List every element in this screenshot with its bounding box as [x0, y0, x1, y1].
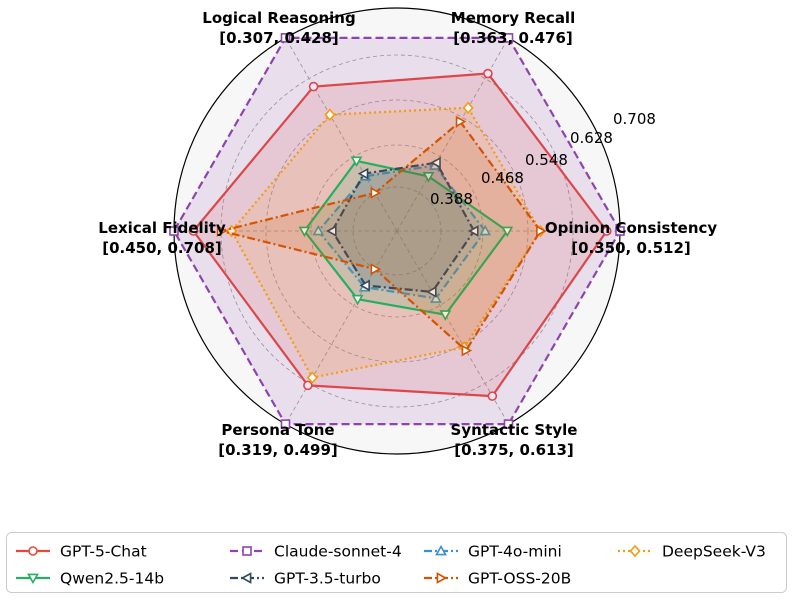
data-point [501, 226, 514, 238]
data-point [324, 108, 336, 121]
axis-label-lexical-fidelity: Lexical Fidelity [98, 219, 226, 237]
legend-label: GPT-5-Chat [60, 543, 147, 561]
data-point [430, 292, 442, 303]
legend-label: DeepSeek-V3 [662, 543, 766, 561]
series-area [231, 107, 541, 378]
data-point [350, 156, 363, 168]
series-claude-sonnet-4 [169, 33, 625, 429]
data-point [280, 33, 291, 43]
axis-label-memory-recall: Memory Recall [451, 9, 575, 27]
data-point [169, 226, 179, 236]
data-point [422, 172, 435, 183]
series-area [174, 37, 620, 425]
series-gpt-oss-20b [216, 115, 547, 357]
legend-item-gpt-4o-mini: GPT-4o-mini [424, 543, 562, 561]
data-point [370, 187, 382, 199]
axis-range-persona-tone: [0.319, 0.499] [218, 441, 338, 459]
grid-spoke [285, 230, 398, 425]
series-layer [169, 33, 625, 429]
data-point [462, 101, 474, 115]
data-point [303, 380, 313, 391]
data-point [487, 391, 498, 401]
data-point [601, 226, 612, 236]
legend-label: GPT-3.5-turbo [274, 570, 381, 588]
data-point [370, 263, 382, 275]
legend-marker [27, 573, 39, 585]
series-gpt-5-chat [188, 68, 612, 401]
legend-marker [242, 546, 252, 556]
radial-tick-label: 0.628 [570, 129, 613, 147]
data-point [483, 68, 493, 79]
legend-item-gpt-5-chat: GPT-5-Chat [16, 543, 147, 561]
legend-marker [435, 544, 447, 556]
legend-item-gpt-oss-20b: GPT-OSS-20B [424, 570, 571, 588]
legend-item-gpt-3-5-turbo: GPT-3.5-turbo [230, 570, 381, 588]
radial-tick-label: 0.548 [525, 151, 568, 169]
grid-spoke [285, 37, 398, 232]
data-point [357, 167, 369, 180]
data-point [536, 225, 547, 237]
legend-item-deepseek-v3: DeepSeek-V3 [618, 543, 766, 561]
data-point [280, 419, 291, 429]
radial-tick-label: 0.468 [481, 169, 524, 187]
data-point [216, 225, 228, 237]
data-point [298, 226, 311, 238]
grid-spoke [396, 230, 509, 425]
data-point [479, 224, 492, 236]
legend-label: Qwen2.5-14b [60, 570, 164, 588]
axis-label-logical-reasoning: Logical Reasoning [202, 9, 355, 27]
data-point [426, 286, 437, 298]
legend-label: Claude-sonnet-4 [274, 543, 402, 561]
grid-ring [265, 99, 529, 363]
axis-label-opinion-consistency: Opinion Consistency [545, 219, 718, 237]
legend-frame [6, 532, 787, 593]
legend-marker [28, 546, 38, 556]
data-point [455, 115, 467, 128]
data-point [439, 310, 452, 321]
data-point [461, 344, 473, 357]
legend-item-qwen2-5-14b: Qwen2.5-14b [16, 570, 164, 588]
axis-range-logical-reasoning: [0.307, 0.428] [219, 29, 339, 47]
data-point [359, 279, 370, 292]
data-point [188, 226, 199, 236]
legend-marker [629, 544, 641, 558]
legend: GPT-5-Chat Claude-sonnet-4 GPT-4o-mini Deep… [6, 532, 787, 593]
data-point [326, 225, 337, 237]
series-gpt-3-5-turbo [326, 156, 479, 298]
radial-tick-label: 0.388 [430, 190, 473, 208]
axis-label-layer: Opinion Consistency [0.350, 0.512] Memory … [98, 9, 717, 459]
series-area [193, 73, 607, 397]
data-point [615, 226, 625, 236]
radial-tick-label: 0.708 [613, 110, 656, 128]
data-point [430, 156, 441, 169]
data-point [468, 225, 479, 237]
axis-range-syntactic-style: [0.375, 0.613] [454, 441, 574, 459]
legend-marker [436, 572, 448, 584]
axis-range-opinion-consistency: [0.350, 0.512] [571, 239, 691, 257]
data-point [351, 294, 364, 306]
data-point [306, 371, 318, 384]
data-point [503, 33, 514, 43]
legend-label: GPT-4o-mini [468, 543, 562, 561]
axis-range-lexical-fidelity: [0.450, 0.708] [102, 239, 222, 257]
legend-item-claude-sonnet-4: Claude-sonnet-4 [230, 543, 402, 561]
data-point [308, 81, 319, 92]
data-point [503, 419, 514, 429]
axis-range-memory-recall: [0.363, 0.476] [453, 29, 573, 47]
series-area [221, 121, 541, 351]
series-area [332, 162, 475, 292]
legend-label: GPT-OSS-20B [468, 570, 571, 588]
axis-label-syntactic-style: Syntactic Style [451, 421, 578, 439]
axis-label-persona-tone: Persona Tone [221, 421, 334, 439]
legend-marker [240, 572, 252, 584]
data-point [312, 224, 325, 236]
